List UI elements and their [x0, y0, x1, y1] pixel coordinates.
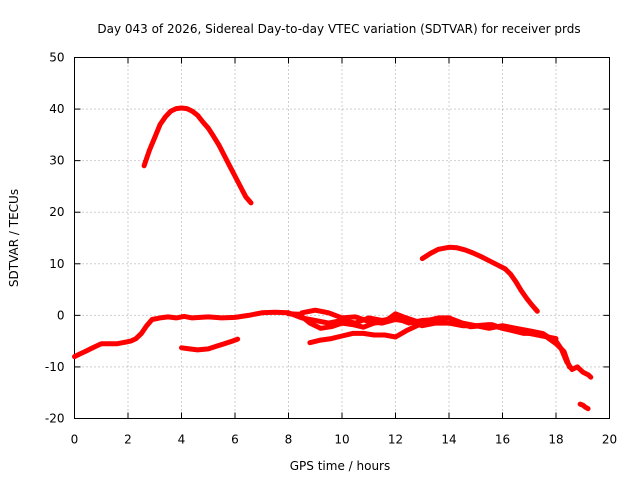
- y-tick-label: 20: [49, 205, 64, 219]
- series-trace-main-c: [299, 307, 559, 342]
- grid-layer: [74, 57, 610, 419]
- x-tick-label: 20: [602, 433, 617, 447]
- x-tick-label: 6: [231, 433, 239, 447]
- x-tick-label: 2: [124, 433, 132, 447]
- y-tick-label: 10: [49, 257, 64, 271]
- x-tick-label: 16: [495, 433, 510, 447]
- y-tick-label: 50: [49, 51, 64, 65]
- y-axis-label: SDTVAR / TECUs: [7, 189, 21, 287]
- x-tick-label: 18: [548, 433, 563, 447]
- x-tick-label: 8: [285, 433, 293, 447]
- x-tick-label: 4: [178, 433, 186, 447]
- tick-layer: [74, 57, 610, 419]
- y-tick-label: -20: [45, 412, 65, 426]
- series-trace-lower-a: [179, 336, 241, 353]
- x-tick-labels: 0 2 4 6 8 10 12 14 16 18 20: [71, 433, 617, 447]
- trace-layer: [72, 105, 594, 412]
- x-tick-label: 10: [334, 433, 349, 447]
- series-trace-lower-b: [307, 315, 452, 346]
- series-arc-mid-late: [419, 244, 540, 314]
- x-tick-label: 14: [441, 433, 456, 447]
- series-trace-main-a: [72, 309, 594, 380]
- y-tick-label: -10: [45, 360, 65, 374]
- y-tick-label: 0: [57, 308, 65, 322]
- y-tick-label: 30: [49, 154, 64, 168]
- chart-title: Day 043 of 2026, Sidereal Day-to-day VTE…: [97, 22, 580, 36]
- series-trace-tail: [577, 401, 591, 412]
- y-tick-labels: -20 -10 0 10 20 30 40 50: [45, 51, 65, 426]
- x-tick-label: 12: [388, 433, 403, 447]
- x-axis-label: GPS time / hours: [290, 459, 391, 473]
- x-tick-label: 0: [71, 433, 79, 447]
- y-tick-label: 40: [49, 102, 64, 116]
- series-arc-high-early: [141, 105, 254, 206]
